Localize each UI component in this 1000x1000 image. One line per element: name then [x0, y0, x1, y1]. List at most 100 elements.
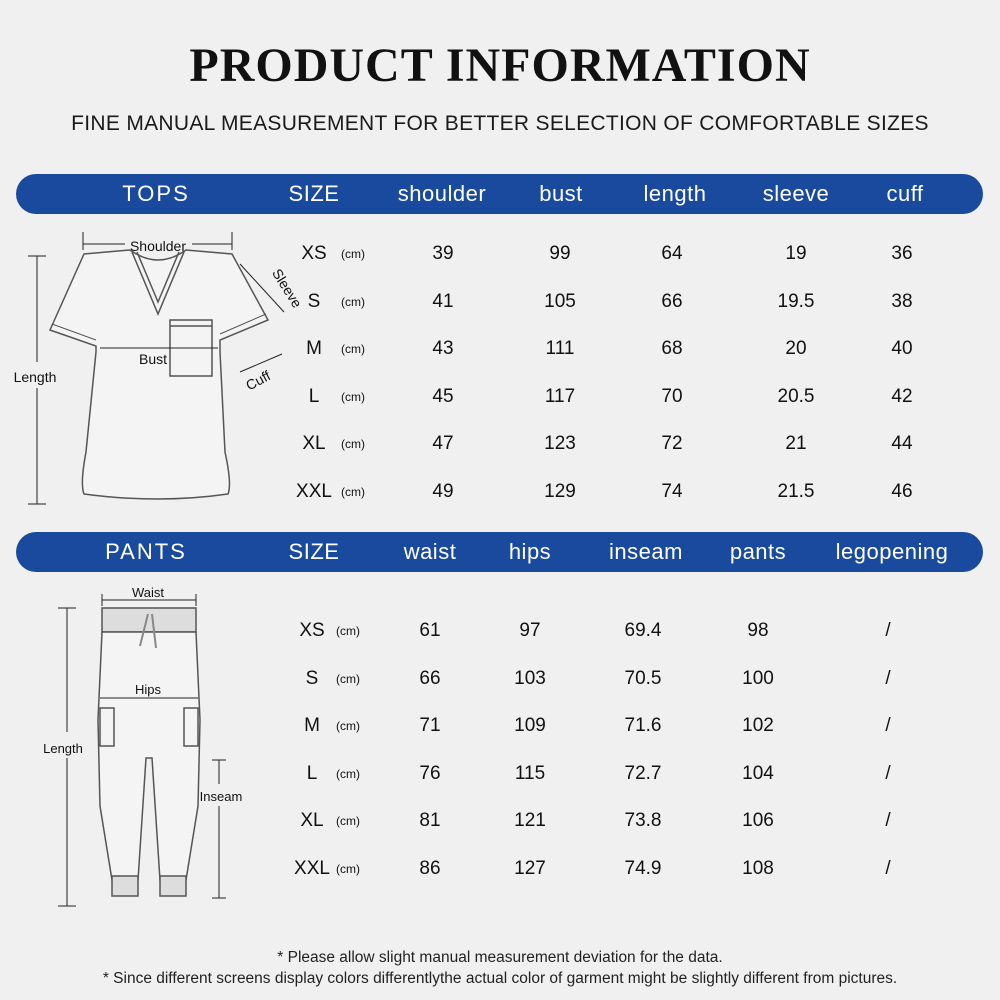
- tops-value-cell: 72: [661, 433, 683, 454]
- pants-value-cell: /: [885, 715, 891, 736]
- tops-unit-cell: (cm): [341, 389, 365, 404]
- shoulder-label: Shoulder: [130, 238, 186, 254]
- pants-length-label: Length: [43, 741, 83, 756]
- pants-unit-cell: (cm): [336, 671, 360, 686]
- pants-value-cell: 102: [742, 715, 774, 736]
- pants-value-cell: /: [885, 667, 891, 689]
- tops-table-row: L (cm) 45 117 70 20.5 42: [0, 382, 1000, 412]
- page-subtitle: FINE MANUAL MEASUREMENT FOR BETTER SELEC…: [71, 112, 929, 135]
- tops-diagram: Shoulder Length Bust Sleeve Cuff: [14, 232, 300, 505]
- pants-unit-cell: (cm): [336, 766, 360, 781]
- pants-value-cell: 97: [519, 620, 541, 641]
- pants-value-cell: 104: [742, 762, 774, 784]
- tops-size-cell: M: [306, 338, 322, 359]
- tops-value-cell: 44: [891, 433, 913, 454]
- tops-col-shoulder: shoulder: [397, 181, 487, 206]
- pants-value-cell: 66: [419, 667, 441, 689]
- scrub-pants-illustration: [97, 607, 201, 897]
- pants-table-row: XXL (cm) 86 127 74.9 108 /: [0, 854, 1000, 884]
- tops-value-cell: 49: [432, 480, 454, 502]
- pants-value-cell: 73.8: [624, 810, 662, 831]
- tops-length-label: Length: [14, 369, 57, 385]
- tops-value-cell: 20.5: [777, 385, 815, 407]
- tops-table-row: S (cm) 41 105 66 19.5 38: [0, 287, 1000, 317]
- tops-category-label: TOPS: [122, 181, 190, 206]
- tops-header-bar: TOPS SIZE shoulder bust length sleeve cu…: [16, 174, 983, 214]
- tops-value-cell: 117: [544, 385, 576, 407]
- tops-value-cell: 68: [661, 338, 683, 359]
- pants-value-cell: 100: [742, 667, 774, 689]
- tops-value-cell: 21: [785, 433, 807, 454]
- pants-value-cell: 69.4: [624, 620, 662, 641]
- pants-size-header: SIZE: [288, 539, 340, 564]
- pants-header-bar: PANTS SIZE waist hips inseam pants legop…: [16, 532, 983, 572]
- inseam-measure-line: [212, 759, 226, 899]
- pants-col-legopening: legopening: [835, 539, 949, 564]
- pants-value-cell: 70.5: [624, 667, 662, 689]
- pants-col-inseam: inseam: [609, 539, 683, 564]
- page-title: PRODUCT INFORMATION: [189, 39, 811, 92]
- tops-value-cell: 111: [545, 338, 575, 359]
- tops-table-row: XL (cm) 47 123 72 21 44: [0, 429, 1000, 459]
- pants-value-cell: 127: [514, 857, 546, 879]
- pants-col-waist: waist: [403, 539, 457, 564]
- pants-value-cell: /: [885, 857, 891, 879]
- pants-table-row: XS (cm) 61 97 69.4 98 /: [0, 616, 1000, 646]
- pants-size-cell: L: [306, 762, 318, 784]
- tops-unit-cell: (cm): [341, 247, 365, 261]
- pants-value-cell: 115: [514, 762, 546, 784]
- pants-category-label: PANTS: [105, 539, 187, 564]
- tops-value-cell: 70: [661, 385, 683, 407]
- tops-value-cell: 105: [544, 290, 576, 312]
- tops-value-cell: 123: [544, 433, 576, 454]
- pants-col-pants: pants: [729, 539, 787, 564]
- tops-col-cuff: cuff: [886, 181, 924, 206]
- sleeve-measure-line: [239, 263, 285, 313]
- hips-label: Hips: [135, 682, 162, 697]
- pants-value-cell: 81: [419, 810, 441, 831]
- tops-size-header: SIZE: [288, 181, 340, 206]
- pants-unit-cell: (cm): [336, 719, 360, 733]
- tops-size-cell: XXL: [296, 480, 332, 502]
- tops-unit-cell: (cm): [341, 342, 365, 356]
- tops-value-cell: 74: [661, 480, 683, 502]
- pants-size-cell: M: [304, 715, 320, 736]
- pants-value-cell: 106: [742, 810, 774, 831]
- tops-table-row: M (cm) 43 111 68 20 40: [0, 334, 1000, 364]
- pants-diagram: Waist Length Hips Inseam: [43, 585, 242, 907]
- tops-value-cell: 19.5: [777, 290, 815, 312]
- pants-size-cell: XXL: [294, 857, 330, 879]
- tops-table-row: XXL (cm) 49 129 74 21.5 46: [0, 477, 1000, 507]
- tops-value-cell: 42: [891, 385, 913, 407]
- tops-unit-cell: (cm): [341, 294, 365, 309]
- note-colors: * Since different screens display colors…: [102, 970, 898, 987]
- pants-unit-cell: (cm): [336, 861, 360, 876]
- pants-unit-cell: (cm): [336, 814, 360, 828]
- tops-value-cell: 129: [544, 480, 576, 502]
- pants-value-cell: 86: [419, 857, 441, 879]
- tops-value-cell: 66: [661, 290, 683, 312]
- pants-value-cell: 121: [514, 810, 546, 831]
- tops-col-length: length: [643, 181, 707, 206]
- pants-value-cell: /: [885, 620, 891, 641]
- note-measurement: * Please allow slight manual measurement…: [277, 949, 723, 966]
- tops-size-cell: L: [308, 385, 320, 407]
- tops-table-row: XS (cm) 39 99 64 19 36: [0, 239, 1000, 269]
- pants-value-cell: 108: [742, 857, 774, 879]
- tops-col-sleeve: sleeve: [762, 181, 830, 206]
- tops-value-cell: 40: [891, 338, 913, 359]
- pants-size-cell: S: [305, 667, 319, 689]
- pants-size-cell: XS: [299, 620, 325, 641]
- tops-size-cell: XL: [302, 433, 326, 454]
- tops-value-cell: 99: [549, 243, 571, 264]
- pants-value-cell: /: [885, 810, 891, 831]
- pants-value-cell: /: [885, 762, 891, 784]
- pants-value-cell: 98: [747, 620, 769, 641]
- waist-label: Waist: [132, 585, 164, 600]
- tops-value-cell: 36: [891, 243, 913, 264]
- tops-value-cell: 19: [785, 243, 807, 264]
- pants-value-cell: 109: [514, 715, 546, 736]
- pants-length-measure-line: [58, 607, 76, 907]
- tops-value-cell: 39: [432, 243, 454, 264]
- pants-table-row: XL (cm) 81 121 73.8 106 /: [0, 806, 1000, 836]
